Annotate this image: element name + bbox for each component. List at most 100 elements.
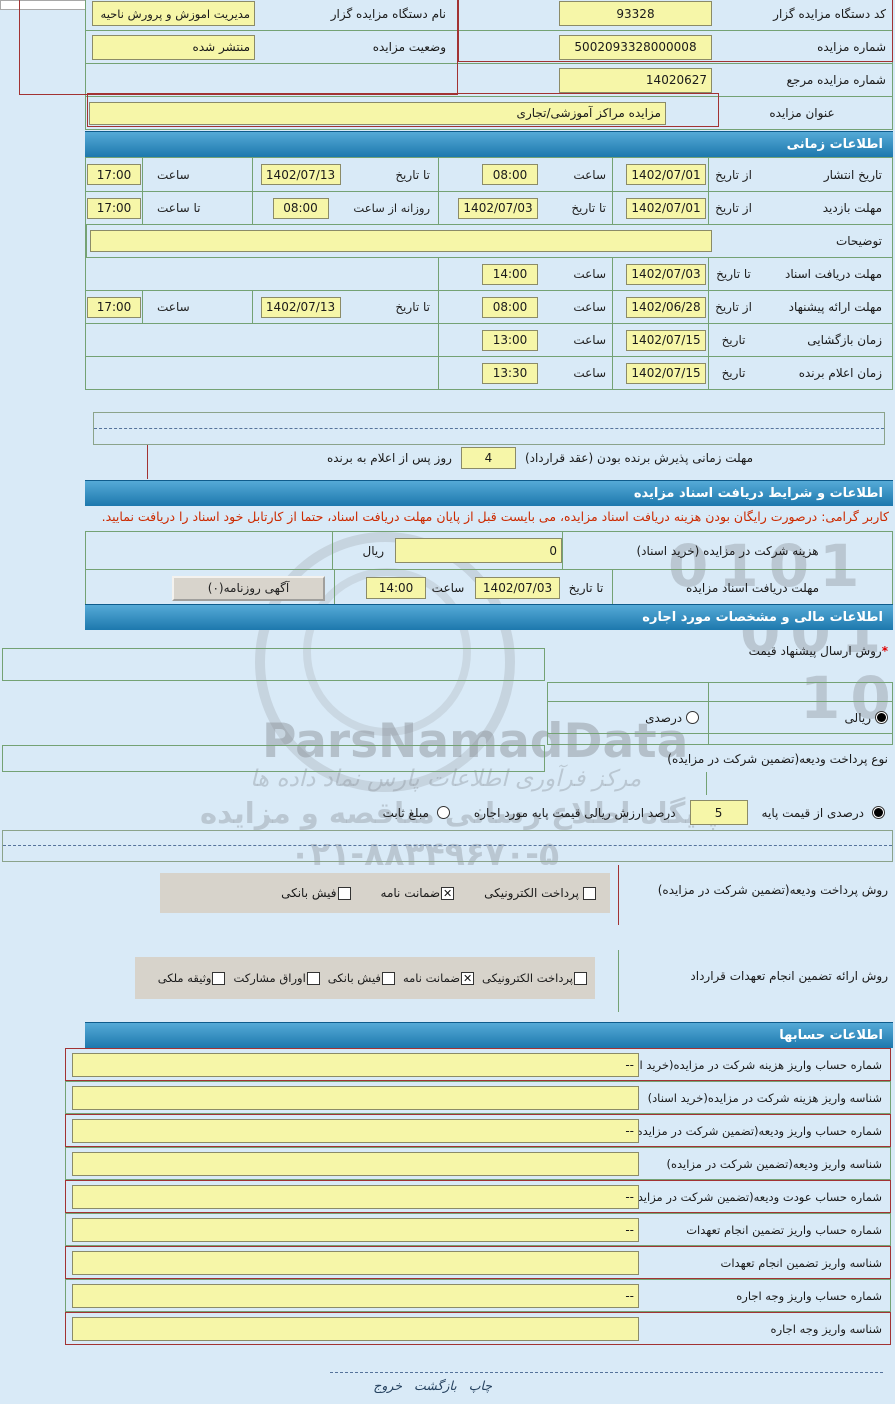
checkbox-unchecked-icon[interactable] xyxy=(381,971,395,985)
time-field[interactable]: 08:00 xyxy=(272,197,329,219)
description-field[interactable] xyxy=(90,230,712,252)
empty-cell xyxy=(86,258,438,290)
spacer xyxy=(454,31,552,63)
time-field[interactable]: 17:00 xyxy=(87,296,141,318)
radio-option-percent[interactable]: درصدی xyxy=(548,702,707,733)
auction-code-field[interactable]: 93328 xyxy=(559,1,712,26)
winner-accept-row: مهلت زمانی پذیرش برنده بودن (عقد قرارداد… xyxy=(327,445,753,471)
date-field[interactable]: 1402/07/13 xyxy=(260,296,341,318)
account-field[interactable]: -- xyxy=(72,1283,639,1308)
checkbox-option-epay[interactable]: پرداخت الکترونیکی xyxy=(482,971,587,985)
date-field[interactable]: 1402/07/03 xyxy=(475,577,560,599)
back-link[interactable]: بازگشت xyxy=(413,1378,457,1393)
date-field[interactable]: 1402/07/03 xyxy=(626,263,706,285)
account-field[interactable] xyxy=(72,1316,639,1341)
auction-title-field[interactable]: مزایده مراکز آموزشی/تجاری xyxy=(89,101,666,125)
percent-desc-label: درصد ارزش ریالی قیمت پایه مورد اجاره xyxy=(473,805,676,820)
sub-label: ساعت xyxy=(573,267,606,281)
radio-option-rial[interactable]: ریالی xyxy=(707,702,892,733)
checkbox-label: پرداخت الکترونیکی xyxy=(484,886,579,900)
account-label: شناسه واریز وجه اجاره xyxy=(770,1321,882,1336)
checkbox-option-bank-slip[interactable]: فیش بانکی xyxy=(328,971,395,985)
empty-cell xyxy=(548,683,892,702)
checkbox-unchecked-icon[interactable] xyxy=(212,971,226,985)
timing-row-description: توضیحات xyxy=(86,224,892,257)
doc-fee-label: هزینه شرکت در مزایده (خرید اسناد) xyxy=(562,532,892,569)
radio-unselected-icon[interactable] xyxy=(686,711,700,724)
timing-row-label: زمان اعلام برنده xyxy=(798,366,882,380)
auction-status-field[interactable]: منتشر شده xyxy=(92,34,255,60)
account-field[interactable]: -- xyxy=(72,1217,639,1242)
percent-option-label: درصدی از قیمت پایه xyxy=(761,805,864,820)
reference-number-field[interactable]: 14020627 xyxy=(559,67,712,93)
checkbox-unchecked-icon[interactable] xyxy=(583,886,596,900)
account-field[interactable] xyxy=(72,1250,639,1275)
checkbox-checked-icon[interactable] xyxy=(461,971,475,985)
deposit-type-empty-strip xyxy=(2,745,545,772)
checkbox-option-bank-slip[interactable]: فیش بانکی xyxy=(281,886,351,900)
account-row: شناسه واریز هزینه شرکت در مزایده(خرید اس… xyxy=(65,1081,891,1114)
auction-number-field[interactable]: 5002093328000008 xyxy=(559,34,712,60)
date-field[interactable]: 1402/07/13 xyxy=(260,164,341,185)
docs-notice-text: کاربر گرامی: درصورت رایگان بودن هزینه در… xyxy=(101,509,889,524)
newspaper-ads-button[interactable]: آگهی روزنامه(۰) xyxy=(172,575,325,601)
time-field[interactable]: 17:00 xyxy=(87,197,141,219)
price-method-radio-block: ریالی درصدی xyxy=(547,682,893,745)
checkbox-unchecked-icon[interactable] xyxy=(337,886,351,900)
account-field[interactable]: -- xyxy=(72,1184,639,1209)
description-label: توضیحات xyxy=(835,234,882,248)
percent-value-field[interactable]: 5 xyxy=(689,800,748,825)
winner-accept-days-field[interactable]: 4 xyxy=(460,447,516,469)
checkbox-checked-icon[interactable] xyxy=(441,886,455,900)
account-field[interactable]: -- xyxy=(72,1052,639,1077)
checkbox-option-guarantee-letter[interactable]: ضمانت نامه xyxy=(381,886,455,900)
sub-label: ساعت xyxy=(573,167,606,182)
radio-selected-icon[interactable] xyxy=(875,711,888,724)
date-field[interactable]: 1402/07/15 xyxy=(626,329,706,351)
sub-label: روزانه از ساعت xyxy=(353,201,430,215)
currency-label: ریال xyxy=(332,532,390,569)
doc-fee-field[interactable]: 0 xyxy=(395,538,562,563)
time-field[interactable]: 08:00 xyxy=(482,164,538,185)
account-label: شماره حساب واریز وجه اجاره xyxy=(736,1288,882,1303)
checkbox-option-bonds[interactable]: اوراق مشارکت xyxy=(233,971,320,985)
date-field[interactable]: 1402/07/01 xyxy=(626,197,706,219)
account-field[interactable] xyxy=(72,1151,639,1176)
date-field[interactable]: 1402/07/15 xyxy=(626,362,706,384)
radio-selected-icon[interactable] xyxy=(872,806,885,819)
agency-name-field[interactable]: مدیریت اموزش و پرورش ناحیه xyxy=(92,1,255,26)
exit-link[interactable]: خروج xyxy=(373,1378,402,1393)
date-field[interactable]: 1402/07/01 xyxy=(626,164,706,185)
checkbox-unchecked-icon[interactable] xyxy=(574,971,587,985)
time-field[interactable]: 08:00 xyxy=(482,296,538,318)
time-field[interactable]: 14:00 xyxy=(482,263,538,285)
radio-unselected-icon[interactable] xyxy=(436,806,450,819)
checkbox-option-guarantee-letter[interactable]: ضمانت نامه xyxy=(403,971,475,985)
accounts-table: شماره حساب واریز هزینه شرکت در مزایده(خر… xyxy=(0,1048,895,1345)
time-field[interactable]: 13:30 xyxy=(482,362,538,384)
checkbox-unchecked-icon[interactable] xyxy=(306,971,320,985)
date-field[interactable]: 1402/07/03 xyxy=(458,197,538,219)
time-field[interactable]: 17:00 xyxy=(87,164,141,185)
dashed-separator-box xyxy=(2,830,893,862)
account-field[interactable]: -- xyxy=(72,1118,639,1143)
empty-cell xyxy=(86,357,438,389)
checkbox-option-epay[interactable]: پرداخت الکترونیکی xyxy=(484,886,596,900)
sub-label: تا تاریخ xyxy=(571,201,606,215)
required-asterisk: * xyxy=(881,644,888,658)
time-field[interactable]: 14:00 xyxy=(366,577,426,599)
account-field[interactable] xyxy=(72,1085,639,1110)
date-field[interactable]: 1402/06/28 xyxy=(626,296,706,318)
time-field[interactable]: 13:00 xyxy=(482,329,538,351)
fixed-amount-label: مبلغ ثابت xyxy=(382,805,429,820)
winner-accept-zone: مهلت زمانی پذیرش برنده بودن (عقد قرارداد… xyxy=(85,388,893,480)
time-cell: 17:00 xyxy=(86,158,142,191)
account-row: شناسه واریز تضمین انجام تعهدات xyxy=(65,1246,891,1279)
doc-deadline-row: مهلت دریافت اسناد مزایده تا تاریخ 1402/0… xyxy=(86,569,892,606)
section-header-financial: اطلاعات مالی و مشخصات مورد اجاره xyxy=(85,604,893,630)
print-link[interactable]: چاپ xyxy=(468,1378,492,1393)
checkbox-option-property-collateral[interactable]: وثیقه ملکی xyxy=(158,971,226,985)
auction-status-cell: منتشر شده xyxy=(89,31,255,63)
date-cell: 1402/07/15 xyxy=(612,357,708,389)
account-row: شماره حساب واریز ودیعه(تضمین شرکت در مزا… xyxy=(65,1114,891,1147)
